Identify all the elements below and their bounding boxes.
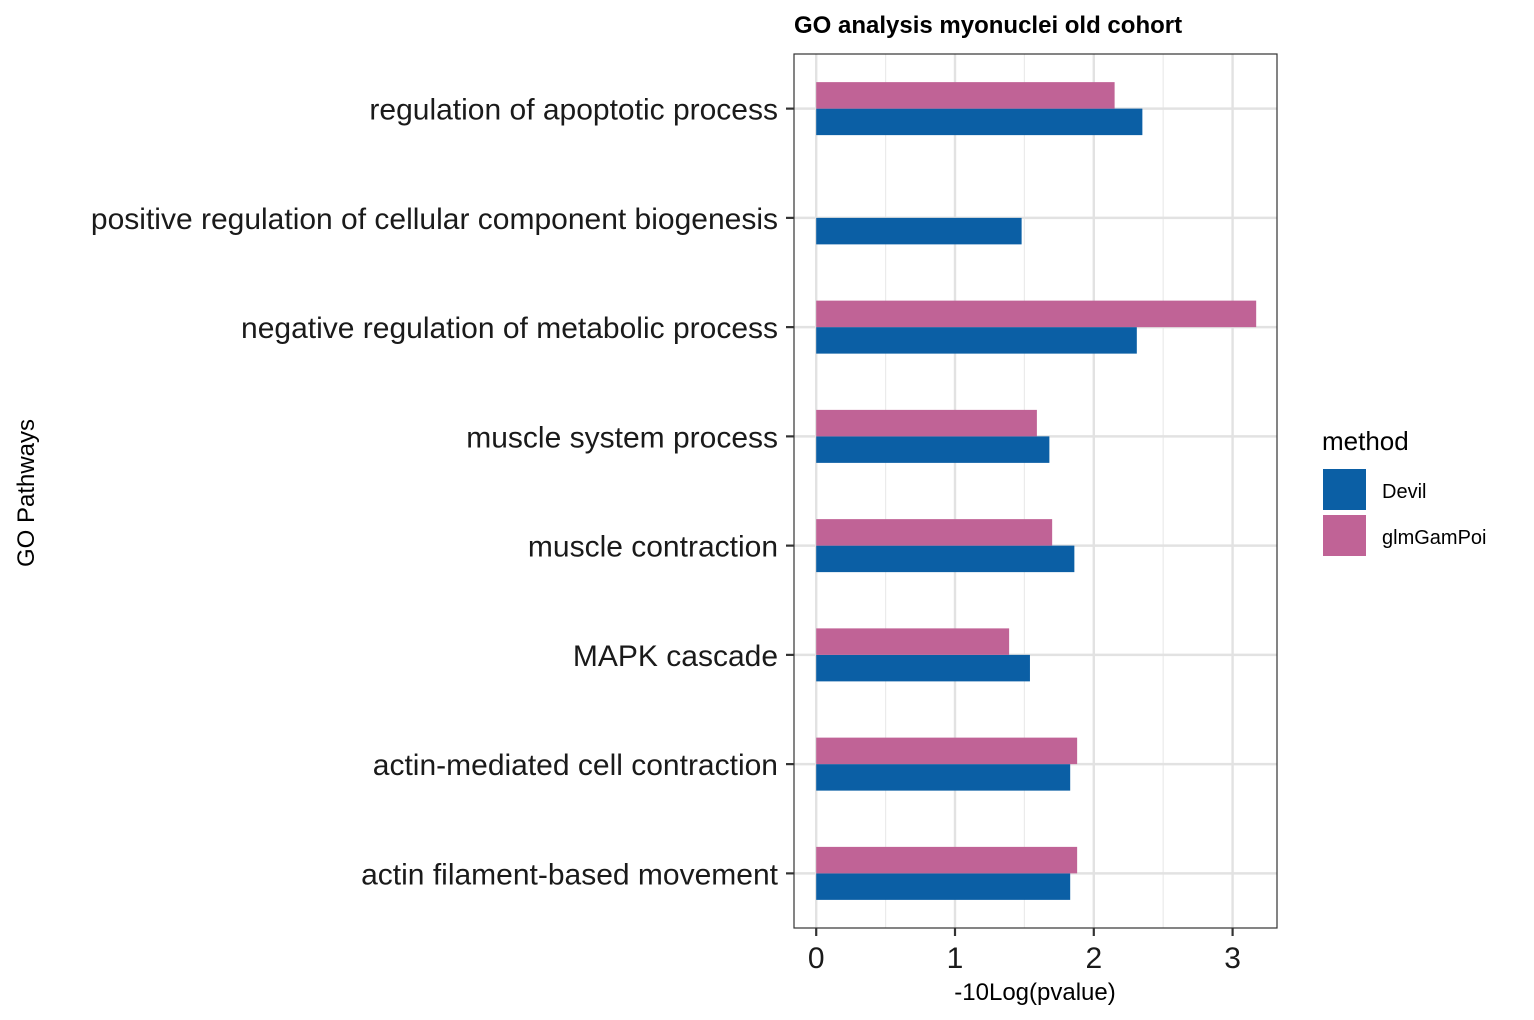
x-tick-label: 1 [947,942,964,975]
category-label: MAPK cascade [573,640,778,673]
bar-devil-6 [816,764,1071,791]
legend-label-devil: Devil [1382,481,1426,503]
bar-devil-5 [816,654,1030,682]
bar-devil-1 [816,217,1022,245]
category-label: positive regulation of cellular componen… [91,203,778,236]
bar-glmgampoi-2 [816,300,1257,328]
y-axis: regulation of apoptotic process positive … [91,94,794,891]
legend: method Devil glmGamPoi [1322,426,1486,556]
y-axis-title: GO Pathways [13,419,40,567]
panel-border [793,53,1278,929]
x-axis: 0 1 2 3 [808,928,1241,975]
x-tick-label: 0 [808,942,825,975]
legend-items: Devil glmGamPoi [1323,469,1486,556]
bar-glmgampoi-7 [816,846,1078,874]
bar-devil-0 [816,108,1143,136]
bar-glmgampoi-4 [816,519,1053,546]
bar-devil-3 [816,436,1050,463]
bars [816,82,1257,900]
bar-devil-2 [816,327,1137,354]
category-label: negative regulation of metabolic process [241,312,778,345]
category-label: regulation of apoptotic process [369,94,778,127]
chart-title: GO analysis myonuclei old cohort [794,12,1182,39]
legend-label-glmgampoi: glmGamPoi [1382,527,1486,549]
category-label: actin filament-based movement [361,858,779,891]
legend-title: method [1322,426,1409,456]
legend-swatch-glmgampoi [1323,515,1366,556]
x-tick-label: 3 [1224,942,1241,975]
bar-devil-4 [816,545,1075,573]
bar-glmgampoi-5 [816,628,1010,655]
category-label: muscle system process [466,421,778,454]
x-axis-title: -10Log(pvalue) [954,979,1115,1006]
x-tick-label: 2 [1085,942,1102,975]
bar-glmgampoi-3 [816,409,1037,437]
bar-devil-7 [816,873,1071,900]
category-label: actin-mediated cell contraction [373,749,778,782]
legend-swatch-devil [1323,469,1366,510]
category-label: muscle contraction [528,531,778,564]
grid [794,54,1277,928]
bar-glmgampoi-6 [816,737,1078,765]
bar-glmgampoi-0 [816,82,1115,109]
